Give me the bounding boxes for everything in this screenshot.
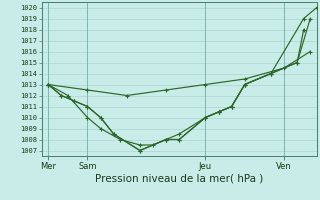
X-axis label: Pression niveau de la mer( hPa ): Pression niveau de la mer( hPa ) <box>95 173 263 183</box>
